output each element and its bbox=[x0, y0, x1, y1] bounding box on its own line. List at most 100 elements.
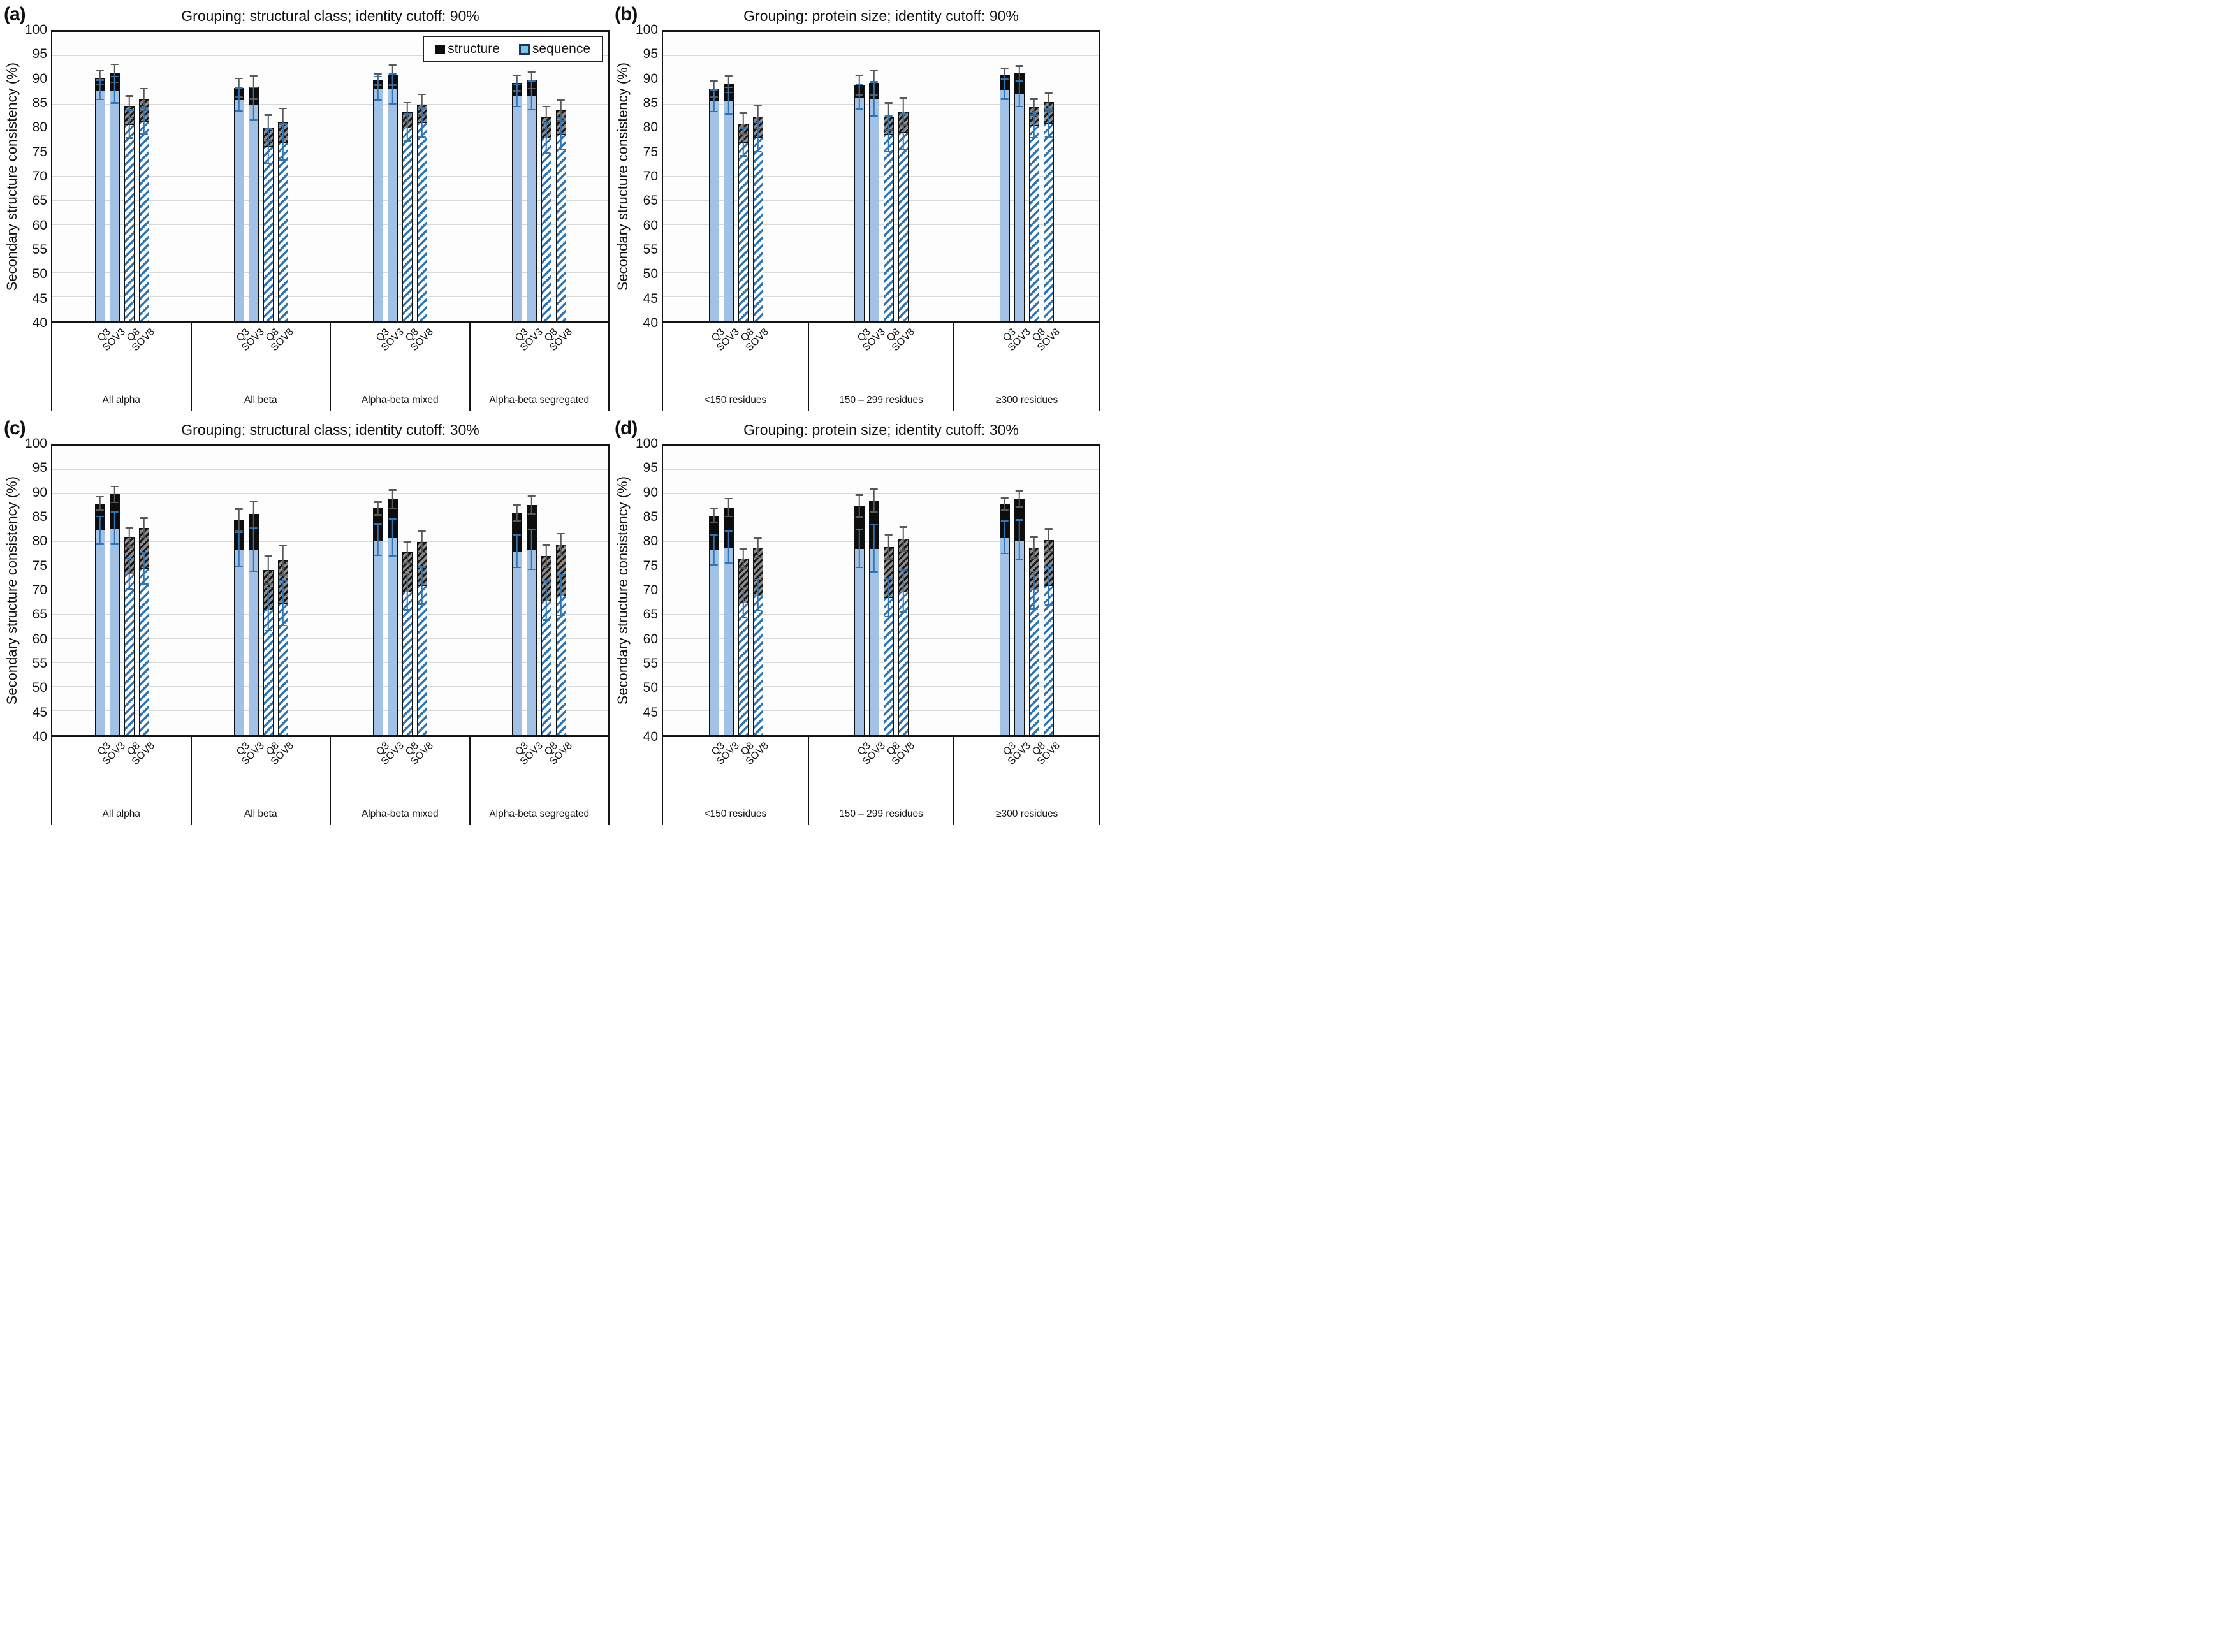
bar-q3 bbox=[233, 32, 244, 321]
sequence-error-bar-cap bbox=[235, 566, 243, 567]
group-label: Alpha-beta mixed bbox=[361, 395, 439, 406]
sequence-error-bar bbox=[754, 121, 762, 153]
sequence-bar bbox=[526, 95, 537, 321]
bar-q8 bbox=[402, 446, 413, 735]
structure-error-bar-cap bbox=[899, 526, 907, 528]
plot-column: Q3 SOV3 Q8 SOV8 All alpha Q3 SOV3 Q8 SOV8 All bet… bbox=[51, 444, 610, 825]
panel-b: (b) Grouping: protein size; identity cuto… bbox=[613, 4, 1100, 411]
structure-error-bar bbox=[557, 532, 565, 557]
structure-error-bar bbox=[739, 548, 747, 569]
group-cell: Q3 SOV3 Q8 SOV8 All beta bbox=[192, 323, 331, 411]
bar-sov3 bbox=[109, 32, 120, 321]
structure-error-bar-cap bbox=[249, 75, 258, 77]
y-tick-label: 55 bbox=[643, 656, 658, 671]
group-label: 150 – 299 residues bbox=[839, 395, 923, 406]
group-label: <150 residues bbox=[704, 808, 767, 819]
gridline bbox=[663, 541, 1099, 543]
x-axis-band: Q3 SOV3 Q8 SOV8 <150 residues Q3 SOV3 Q8 SOV8 150… bbox=[662, 737, 1100, 825]
structure-error-bar-cap bbox=[1044, 92, 1053, 94]
panel-c: (c) Grouping: structural class; identity … bbox=[3, 418, 610, 825]
sequence-error-bar bbox=[279, 580, 287, 626]
sequence-bar bbox=[511, 551, 522, 735]
bar-cluster bbox=[330, 32, 469, 321]
sequence-error-bar-cap bbox=[870, 81, 878, 83]
sequence-error-bar-cap bbox=[754, 150, 762, 153]
group-cell: Q3 SOV3 Q8 SOV8 Alpha-beta segregated bbox=[471, 323, 609, 411]
group-label: Alpha-beta segregated bbox=[489, 395, 590, 406]
sequence-error-bar-cap bbox=[710, 110, 718, 113]
structure-error-bar-cap bbox=[374, 501, 382, 503]
y-tick-label: 95 bbox=[32, 47, 47, 62]
sequence-error-bar-cap bbox=[125, 588, 133, 590]
structure-error-bar bbox=[235, 508, 243, 532]
sequence-error-bar-cap bbox=[1030, 111, 1038, 113]
sequence-bar bbox=[752, 595, 763, 735]
gridline bbox=[663, 638, 1099, 639]
gridline bbox=[52, 176, 608, 177]
panel-title-row: Grouping: structural class; identity cut… bbox=[3, 5, 610, 30]
sequence-error-bar bbox=[96, 79, 104, 101]
structure-error-bar-cap bbox=[140, 87, 148, 90]
group-label: Alpha-beta mixed bbox=[361, 808, 439, 819]
y-tick-label: 95 bbox=[643, 460, 658, 476]
sequence-bar bbox=[416, 585, 427, 735]
structure-error-bar bbox=[125, 527, 133, 548]
sequence-bar bbox=[124, 124, 135, 321]
sequence-bar bbox=[1043, 123, 1054, 321]
y-tick-label: 50 bbox=[32, 267, 47, 282]
sequence-error-bar bbox=[542, 122, 550, 154]
bar-cluster bbox=[954, 32, 1099, 321]
sequence-bar bbox=[738, 602, 749, 735]
sequence-error-bar-cap bbox=[388, 518, 397, 520]
sequence-bar bbox=[263, 146, 274, 321]
bar-cluster bbox=[808, 32, 954, 321]
sequence-error-bar-cap bbox=[125, 557, 133, 560]
group-cell: Q3 SOV3 Q8 SOV8 <150 residues bbox=[663, 737, 809, 825]
structure-error-bar bbox=[1000, 497, 1009, 511]
sequence-bar bbox=[868, 548, 879, 735]
sequence-error-bar-cap bbox=[249, 86, 258, 89]
structure-error-bar-cap bbox=[527, 71, 536, 73]
group-cell: Q3 SOV3 Q8 SOV8 ≥300 residues bbox=[954, 737, 1099, 825]
sequence-error-bar-cap bbox=[884, 615, 893, 618]
bar-sov8 bbox=[752, 446, 763, 735]
sequence-bar bbox=[723, 101, 734, 321]
y-axis-label-text: Secondary structure consistency (%) bbox=[4, 62, 20, 291]
bar-cluster bbox=[330, 446, 469, 735]
sequence-error-bar bbox=[403, 573, 411, 611]
y-tick-label: 55 bbox=[643, 242, 658, 257]
sequence-error-bar-cap bbox=[279, 624, 287, 626]
sequence-error-bar bbox=[899, 569, 907, 613]
bar-cluster bbox=[52, 446, 191, 735]
structure-error-bar-cap bbox=[140, 536, 148, 539]
structure-error-bar-cap bbox=[374, 514, 382, 516]
group-cell: Q3 SOV3 Q8 SOV8 150 – 299 residues bbox=[809, 323, 955, 411]
sequence-error-bar bbox=[264, 128, 272, 164]
gridline bbox=[663, 224, 1099, 225]
bar-sov8 bbox=[898, 446, 909, 735]
sequence-error-bar bbox=[557, 574, 565, 617]
sequence-error-bar bbox=[1015, 519, 1023, 561]
structure-error-bar-cap bbox=[403, 562, 411, 564]
sequence-error-bar-cap bbox=[739, 617, 747, 618]
structure-error-bar bbox=[855, 494, 863, 518]
sequence-error-bar-cap bbox=[710, 564, 718, 566]
y-axis-ticks: 40 45 50 55 60 65 70 75 80 85 90 95 100 bbox=[22, 436, 51, 744]
structure-error-bar bbox=[724, 497, 733, 517]
structure-error-bar-cap bbox=[710, 522, 718, 523]
sequence-error-bar-cap bbox=[855, 108, 863, 110]
gridline bbox=[52, 613, 608, 615]
sequence-error-bar-cap bbox=[235, 531, 243, 534]
panel-body: Secondary structure consistency (%) 40 45 5… bbox=[613, 436, 1100, 825]
panel-d: (d) Grouping: protein size; identity cuto… bbox=[613, 418, 1100, 825]
gridline bbox=[663, 662, 1099, 663]
sequence-error-bar-cap bbox=[110, 102, 119, 104]
bar-q3 bbox=[854, 446, 865, 735]
sequence-bar bbox=[883, 133, 894, 321]
sequence-error-bar-cap bbox=[140, 107, 148, 109]
sequence-bar bbox=[1014, 539, 1025, 735]
group-cell: Q3 SOV3 Q8 SOV8 <150 residues bbox=[663, 323, 809, 411]
bar-cluster bbox=[663, 32, 808, 321]
structure-error-bar-cap bbox=[855, 494, 863, 496]
structure-error-bar-cap bbox=[513, 520, 521, 522]
